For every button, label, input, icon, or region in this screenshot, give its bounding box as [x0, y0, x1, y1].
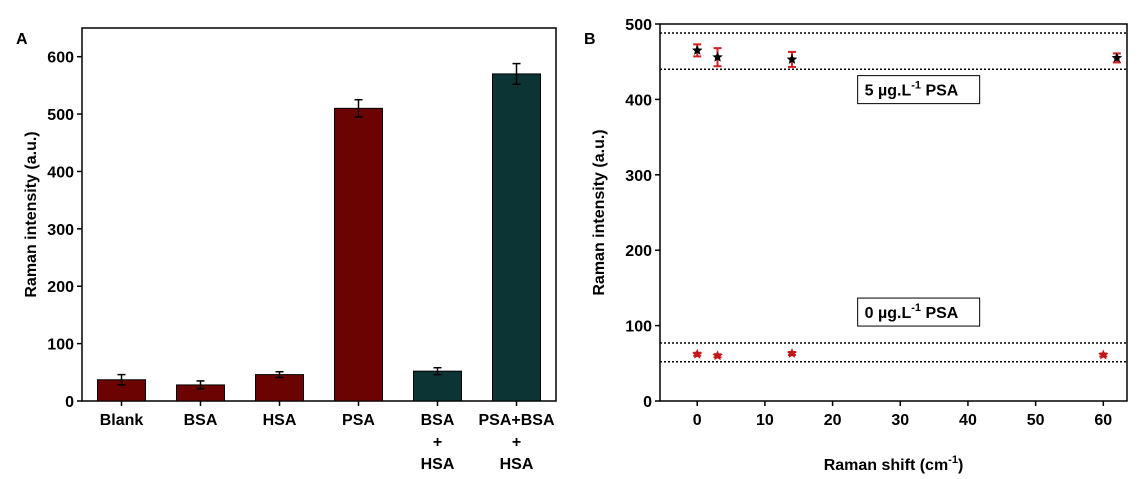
y-axis-label: Raman intensity (a.u.) [23, 131, 40, 297]
y-tick-label: 0 [65, 394, 74, 411]
panel-label: B [584, 31, 596, 48]
x-axis-label-text: Raman shift (cm [824, 457, 948, 474]
bar [492, 73, 541, 402]
annotation-after: PSA [921, 305, 959, 322]
error-bar [512, 62, 521, 85]
y-tick-label: 200 [625, 243, 652, 260]
x-tick-label: + [512, 434, 521, 451]
annotation-text: 0 µg.L [865, 305, 912, 322]
bar [413, 370, 462, 402]
y-tick-label: 0 [643, 394, 652, 411]
error-bar [117, 373, 126, 386]
y-tick-label: 100 [47, 337, 74, 354]
bar [255, 374, 304, 402]
plot-frame [659, 23, 1128, 402]
panel-label: A [16, 31, 28, 48]
annotation-after: PSA [921, 83, 959, 100]
x-tick-label: 60 [1094, 412, 1112, 429]
y-tick-label: 400 [625, 92, 652, 109]
data-point [1098, 349, 1109, 360]
y-tick-label: 100 [625, 319, 652, 336]
x-tick-label: 50 [1027, 412, 1045, 429]
data-point [786, 348, 798, 358]
x-tick-label: BSA [421, 412, 455, 429]
annotation: 0 µg.L-1 PSA [865, 302, 959, 322]
x-tick-label: HSA [500, 456, 534, 473]
x-tick-label: PSA+BSA [478, 412, 554, 429]
data-point [1111, 52, 1123, 63]
annotation-box [857, 297, 981, 327]
error-bar [354, 98, 363, 118]
x-tick-label: + [433, 434, 442, 451]
x-tick-label: 10 [756, 412, 774, 429]
data-point [712, 350, 723, 361]
y-tick-label: 300 [625, 168, 652, 185]
x-tick-label: BSA [184, 412, 218, 429]
annotation-box [857, 75, 981, 105]
data-point [786, 53, 798, 64]
x-axis-label: Raman shift (cm-1) [824, 454, 964, 474]
x-tick-label: Blank [100, 412, 144, 429]
error-bar [433, 366, 442, 376]
error-bar [275, 370, 284, 379]
x-tick-label: 40 [959, 412, 977, 429]
y-tick-label: 500 [625, 17, 652, 34]
plot-frame [81, 27, 557, 402]
data-point [692, 348, 703, 359]
y-tick-label: 600 [47, 50, 74, 67]
y-tick-label: 500 [47, 107, 74, 124]
x-tick-label: 30 [891, 412, 909, 429]
y-tick-label: 200 [47, 279, 74, 296]
data-point [712, 51, 723, 62]
data-point [692, 44, 703, 55]
y-tick-label: 400 [47, 164, 74, 181]
y-axis-label: Raman intensity (a.u.) [591, 129, 608, 295]
x-tick-label: HSA [263, 412, 297, 429]
bar [334, 107, 383, 402]
y-tick-label: 300 [47, 222, 74, 239]
x-tick-label: HSA [421, 456, 455, 473]
x-axis-label-sup: -1 [948, 454, 958, 466]
error-bar [196, 380, 205, 390]
x-tick-label: 0 [693, 412, 702, 429]
annotation-sup: -1 [911, 302, 921, 314]
annotation-text: 5 µg.L [865, 83, 912, 100]
x-axis-label-after: ) [958, 457, 963, 474]
annotation: 5 µg.L-1 PSA [865, 80, 959, 100]
x-tick-label: PSA [342, 412, 375, 429]
x-tick-label: 20 [824, 412, 842, 429]
annotation-sup: -1 [911, 80, 921, 92]
